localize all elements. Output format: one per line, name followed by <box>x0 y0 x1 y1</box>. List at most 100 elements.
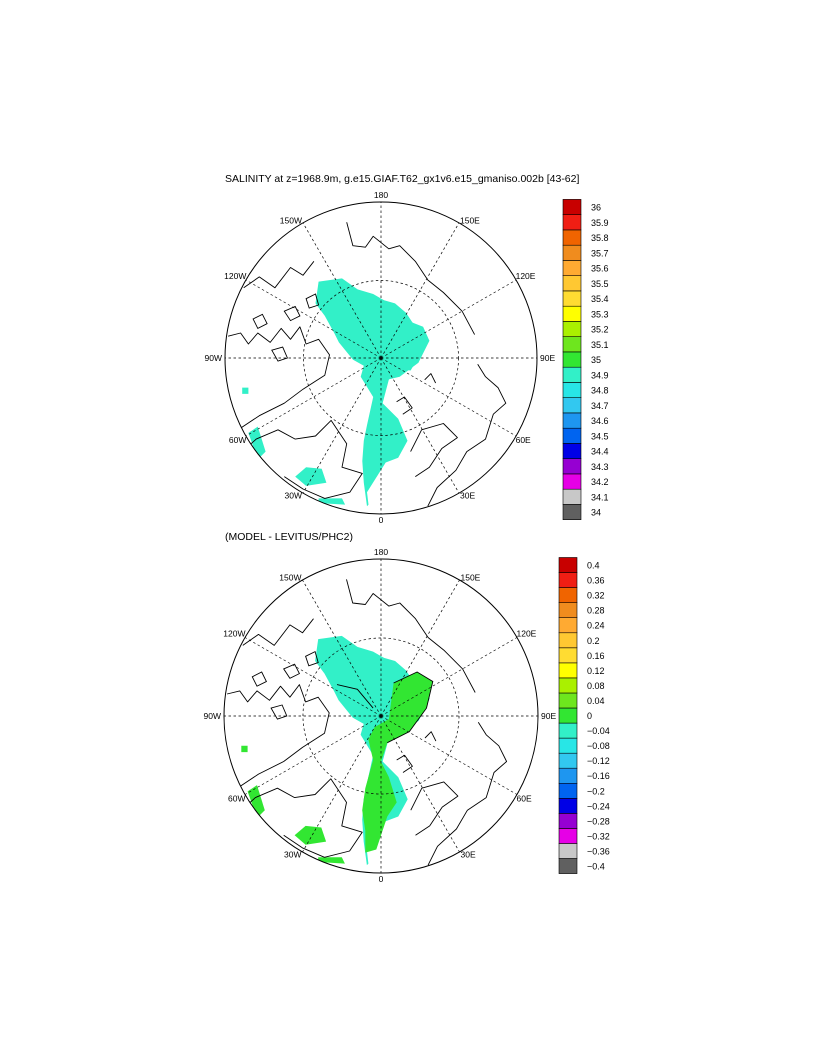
colorbar-swatch <box>562 458 582 475</box>
data-region-green <box>362 672 433 853</box>
longitude-label: 150E <box>460 215 480 225</box>
colorbar-label: 35.2 <box>591 325 609 335</box>
colorbar-label: 35.9 <box>591 218 609 228</box>
colorbar-label: 34.5 <box>591 431 609 441</box>
coastline <box>346 222 475 335</box>
colorbar-swatch <box>562 214 582 231</box>
longitude-label: 0 <box>379 874 384 884</box>
coastline <box>240 419 363 499</box>
colorbar-label: −0.4 <box>587 862 605 872</box>
colorbar-label: 0.04 <box>587 696 605 706</box>
colorbar-swatch <box>562 336 582 353</box>
colorbar-label: 34.8 <box>591 386 609 396</box>
colorbar-label: −0.24 <box>587 801 610 811</box>
colorbar-label: 34.4 <box>591 447 609 457</box>
longitude-label: 60E <box>517 794 532 804</box>
colorbar-swatch <box>558 677 578 694</box>
meridian-line <box>244 637 382 717</box>
colorbar-swatch <box>558 843 578 859</box>
colorbar-swatch <box>558 737 578 754</box>
colorbar-swatch <box>558 767 578 784</box>
colorbar-swatch <box>558 662 578 679</box>
data-region-edge <box>248 426 266 460</box>
colorbar-swatch <box>562 382 582 398</box>
colorbar-label: 35.8 <box>591 233 609 243</box>
coastline <box>410 423 458 477</box>
colorbar-label: −0.08 <box>587 741 610 751</box>
meridian-line <box>380 279 517 359</box>
colorbar-label: 34.7 <box>591 401 609 411</box>
longitude-label: 90W <box>205 353 222 363</box>
colorbar-label: 0.24 <box>587 621 605 631</box>
coastline <box>396 396 413 415</box>
colorbar-swatch <box>562 488 582 505</box>
meridian-line <box>380 222 460 359</box>
colorbar-label: −0.28 <box>587 816 610 826</box>
data-region-cyan <box>377 320 430 380</box>
longitude-label: 150W <box>279 573 301 583</box>
meridian-line <box>380 357 517 437</box>
colorbar-label: 34.2 <box>591 477 609 487</box>
colorbar-label: 35.4 <box>591 294 609 304</box>
colorbar-swatch <box>562 427 582 444</box>
data-region-edge <box>294 825 327 845</box>
colorbar-label: 0.16 <box>587 651 605 661</box>
longitude-label: 120E <box>517 629 537 639</box>
difference-map-panel: (MODEL - LEVITUS/PHC2) 180 150E 120E 90E 60E… <box>204 531 610 884</box>
coastline <box>396 754 413 773</box>
colorbar-swatch <box>562 366 582 383</box>
colorbar-swatch <box>558 782 578 799</box>
colorbar-swatch <box>558 752 578 769</box>
coastline <box>251 671 268 687</box>
colorbar-label: 34.1 <box>591 492 609 502</box>
map-boundary <box>223 558 539 874</box>
colorbar-swatch <box>558 572 578 588</box>
meridian-line <box>245 279 382 359</box>
colorbar-label: 34 <box>591 508 601 518</box>
zero-contour <box>387 671 434 744</box>
coastline <box>226 684 330 791</box>
colorbar-label: −0.04 <box>587 726 610 736</box>
longitude-label: 90E <box>540 353 555 363</box>
colorbar: −0.4 −0.36 −0.32 −0.28 −0.24 −0.2 −0.16 −0.12 −0… <box>558 557 610 874</box>
longitude-label: 30E <box>460 491 475 501</box>
colorbar-label: 35.6 <box>591 264 609 274</box>
map-body <box>227 222 507 507</box>
meridian-line <box>302 222 382 359</box>
meridian-line <box>244 715 382 795</box>
colorbar-label: 36 <box>591 203 601 213</box>
data-region-edge <box>295 467 327 486</box>
colorbar-label: −0.2 <box>587 786 605 796</box>
colorbar-swatch <box>558 828 578 844</box>
map-body <box>226 579 508 866</box>
chart-title: (MODEL - LEVITUS/PHC2) <box>225 531 353 543</box>
data-region-edge <box>242 387 249 394</box>
colorbar-label: 0.12 <box>587 666 605 676</box>
colorbar-swatch <box>562 504 582 520</box>
coastline <box>243 261 315 289</box>
colorbar-label: −0.32 <box>587 831 610 841</box>
colorbar-swatch <box>562 397 582 414</box>
data-region-edge <box>318 498 346 505</box>
latitude-circle <box>302 637 460 795</box>
coastline <box>252 313 268 330</box>
colorbar-label: 35.3 <box>591 309 609 319</box>
longitude-label: 90E <box>541 711 556 721</box>
colorbar-label: 34.6 <box>591 416 609 426</box>
colorbar-swatch <box>558 692 578 709</box>
coastline <box>227 326 330 432</box>
coastline <box>427 363 507 507</box>
colorbar-swatch <box>558 812 578 829</box>
data-region-edge <box>247 785 265 818</box>
colorbar-swatch <box>562 244 582 261</box>
colorbar-label: 35 <box>591 355 601 365</box>
longitude-label: 150E <box>461 573 481 583</box>
colorbar-label: 35.5 <box>591 279 609 289</box>
colorbar-label: 35.1 <box>591 340 609 350</box>
colorbar-label: 35.7 <box>591 248 609 258</box>
colorbar-swatch <box>562 351 582 368</box>
longitude-label: 180 <box>374 547 388 557</box>
colorbar-swatch <box>562 275 582 292</box>
coastline <box>283 663 301 679</box>
